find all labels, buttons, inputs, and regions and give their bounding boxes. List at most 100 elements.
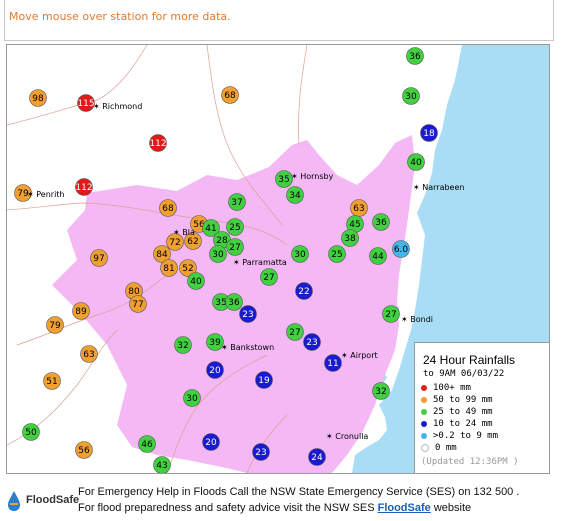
station-marker[interactable]: 6.0 [392, 240, 410, 258]
station-marker-dot[interactable] [392, 240, 410, 258]
station-marker-dot[interactable] [174, 336, 192, 354]
station-marker-dot[interactable] [286, 323, 304, 341]
station-marker-dot[interactable] [187, 272, 205, 290]
station-marker-dot[interactable] [179, 259, 197, 277]
station-marker-dot[interactable] [202, 219, 220, 237]
station-marker-dot[interactable] [324, 354, 342, 372]
station-marker-dot[interactable] [369, 247, 387, 265]
station-marker-dot[interactable] [402, 87, 420, 105]
station-marker[interactable]: 27 [382, 305, 400, 323]
station-marker-dot[interactable] [328, 245, 346, 263]
station-marker[interactable]: 63 [80, 345, 98, 363]
station-marker[interactable]: 32 [372, 382, 390, 400]
station-marker[interactable]: 20 [202, 433, 220, 451]
station-marker-dot[interactable] [206, 361, 224, 379]
station-marker[interactable]: 18 [420, 124, 438, 142]
station-marker-dot[interactable] [275, 170, 293, 188]
station-marker-dot[interactable] [75, 178, 93, 196]
station-marker[interactable]: 44 [369, 247, 387, 265]
station-marker[interactable]: 24 [308, 448, 326, 466]
station-marker[interactable]: 46 [138, 435, 156, 453]
station-marker[interactable]: 40 [407, 153, 425, 171]
station-marker-dot[interactable] [382, 305, 400, 323]
station-marker[interactable]: 40 [187, 272, 205, 290]
station-marker-dot[interactable] [228, 193, 246, 211]
station-marker[interactable]: 20 [206, 361, 224, 379]
station-marker[interactable]: 79 [14, 184, 32, 202]
station-marker-dot[interactable] [372, 382, 390, 400]
station-marker-dot[interactable] [420, 124, 438, 142]
station-marker[interactable]: 37 [228, 193, 246, 211]
station-marker-dot[interactable] [153, 456, 171, 474]
station-marker[interactable]: 25 [226, 218, 244, 236]
station-marker[interactable]: 27 [286, 323, 304, 341]
station-marker[interactable]: 77 [129, 295, 147, 313]
station-marker-dot[interactable] [225, 293, 243, 311]
station-marker[interactable]: 115 [77, 94, 95, 112]
floodsafe-link[interactable]: FloodSafe [377, 502, 431, 514]
station-marker[interactable]: 62 [184, 232, 202, 250]
station-marker[interactable]: 51 [43, 372, 61, 390]
station-marker[interactable]: 23 [252, 443, 270, 461]
station-marker-dot[interactable] [303, 333, 321, 351]
station-marker[interactable]: 56 [75, 441, 93, 459]
station-marker-dot[interactable] [308, 448, 326, 466]
station-marker[interactable]: 68 [221, 86, 239, 104]
station-marker-dot[interactable] [239, 305, 257, 323]
station-marker[interactable]: 34 [286, 186, 304, 204]
station-marker[interactable]: 23 [239, 305, 257, 323]
station-marker[interactable]: 30 [402, 87, 420, 105]
station-marker[interactable]: 79 [46, 316, 64, 334]
station-marker[interactable]: 19 [255, 371, 273, 389]
station-marker[interactable]: 52 [179, 259, 197, 277]
station-marker-dot[interactable] [209, 245, 227, 263]
station-marker-dot[interactable] [252, 443, 270, 461]
station-marker[interactable]: 27 [226, 238, 244, 256]
station-marker[interactable]: 22 [295, 282, 313, 300]
station-marker-dot[interactable] [80, 345, 98, 363]
station-marker-dot[interactable] [184, 232, 202, 250]
station-marker-dot[interactable] [77, 94, 95, 112]
station-marker-dot[interactable] [72, 302, 90, 320]
station-marker[interactable]: 30 [291, 245, 309, 263]
station-marker[interactable]: 30 [209, 245, 227, 263]
station-marker-dot[interactable] [291, 245, 309, 263]
station-marker-dot[interactable] [75, 441, 93, 459]
station-marker[interactable]: 38 [341, 229, 359, 247]
station-marker[interactable]: 36 [225, 293, 243, 311]
station-marker-dot[interactable] [286, 186, 304, 204]
station-marker-dot[interactable] [202, 433, 220, 451]
station-marker-dot[interactable] [22, 423, 40, 441]
station-marker-dot[interactable] [407, 153, 425, 171]
station-marker[interactable]: 50 [22, 423, 40, 441]
station-marker[interactable]: 41 [202, 219, 220, 237]
station-marker-dot[interactable] [295, 282, 313, 300]
station-marker[interactable]: 11 [324, 354, 342, 372]
station-marker[interactable]: 68 [159, 199, 177, 217]
station-marker[interactable]: 36 [372, 213, 390, 231]
station-marker[interactable]: 112 [149, 134, 167, 152]
station-marker[interactable]: 84 [153, 245, 171, 263]
station-marker[interactable]: 98 [29, 89, 47, 107]
station-marker[interactable]: 32 [174, 336, 192, 354]
station-marker-dot[interactable] [129, 295, 147, 313]
station-marker-dot[interactable] [341, 229, 359, 247]
station-marker-dot[interactable] [221, 86, 239, 104]
station-marker[interactable]: 35 [212, 293, 230, 311]
station-marker[interactable]: 97 [90, 249, 108, 267]
station-marker[interactable]: 89 [72, 302, 90, 320]
station-marker[interactable]: 27 [260, 268, 278, 286]
station-marker[interactable]: 35 [275, 170, 293, 188]
station-marker-dot[interactable] [90, 249, 108, 267]
station-marker[interactable]: 72 [166, 233, 184, 251]
station-marker-dot[interactable] [14, 184, 32, 202]
station-marker-dot[interactable] [255, 371, 273, 389]
station-marker[interactable]: 39 [206, 333, 224, 351]
station-marker[interactable]: 30 [183, 389, 201, 407]
station-marker-dot[interactable] [138, 435, 156, 453]
station-marker-dot[interactable] [206, 333, 224, 351]
station-marker-dot[interactable] [43, 372, 61, 390]
station-marker-dot[interactable] [166, 233, 184, 251]
station-marker-dot[interactable] [372, 213, 390, 231]
station-marker-dot[interactable] [226, 218, 244, 236]
